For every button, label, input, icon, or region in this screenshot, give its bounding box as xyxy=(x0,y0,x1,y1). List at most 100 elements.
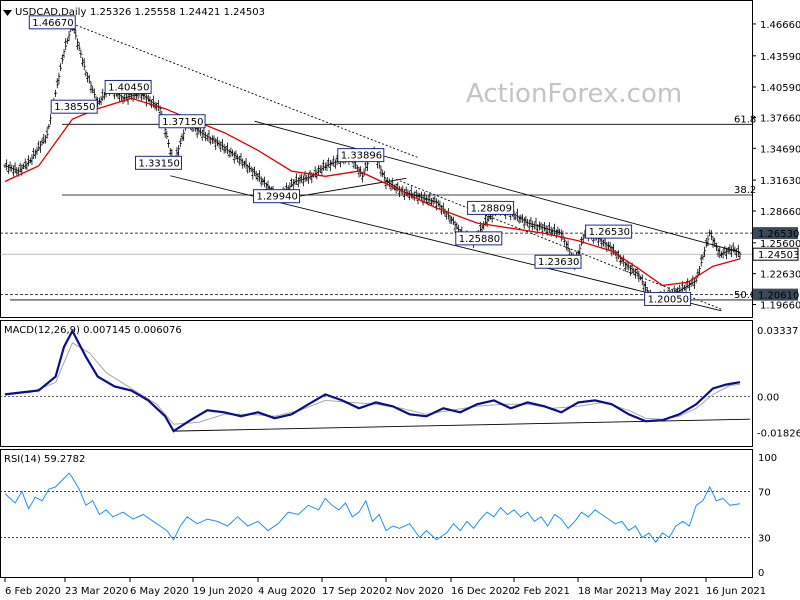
macd-plot xyxy=(0,328,752,433)
ohlc-bar xyxy=(686,278,690,289)
ohlc-bar xyxy=(517,215,521,224)
ohlc-bar xyxy=(45,127,49,139)
ohlc-bar xyxy=(601,239,605,247)
date-tick-label: 18 Mar 2021 xyxy=(578,586,641,597)
ohlc-bar xyxy=(450,216,454,225)
ohlc-bar xyxy=(33,149,37,159)
ohlc-bar xyxy=(167,139,171,148)
ohlc-bar xyxy=(723,245,727,255)
svg-text:1.33896: 1.33896 xyxy=(341,151,382,162)
ohlc-bar xyxy=(23,158,27,170)
ohlc-bar xyxy=(333,159,337,169)
ohlc-bar xyxy=(607,241,611,251)
chart-menu-icon[interactable] xyxy=(3,10,12,16)
svg-text:1.38550: 1.38550 xyxy=(54,102,95,113)
ohlc-bar xyxy=(30,154,34,166)
ohlc-bar xyxy=(60,54,64,64)
date-tick-label: 6 Feb 2020 xyxy=(5,586,61,597)
ohlc-bar xyxy=(706,235,710,247)
symbol-label: USDCAD,Daily xyxy=(15,7,86,18)
ohlc-bar xyxy=(3,163,7,169)
ohlc-bar xyxy=(62,49,66,58)
ohlc-bar xyxy=(542,221,546,232)
price-label: 1.33150 xyxy=(134,155,182,170)
rsi-tick-label: 0 xyxy=(758,568,764,579)
axis-tag: 1.24503 xyxy=(752,247,799,261)
price-label: 1.26530 xyxy=(585,224,633,239)
ohlc-bar xyxy=(451,216,455,226)
axis-tag: 1.20610 xyxy=(753,288,799,302)
ohlc-bar xyxy=(514,213,518,221)
ohlc-bar xyxy=(576,249,580,256)
ohlc-bar xyxy=(379,165,383,177)
ohlc-bar xyxy=(168,148,172,156)
ohlc-bar xyxy=(199,127,203,136)
ohlc-bar xyxy=(178,138,182,148)
ohlc-bar xyxy=(711,236,715,248)
ohlc-bar xyxy=(320,164,324,176)
date-tick-label: 23 Mar 2020 xyxy=(65,586,128,597)
ohlc-bar xyxy=(293,178,297,186)
ohlc-bar xyxy=(305,174,309,182)
ohlc-bar xyxy=(55,78,59,89)
price-tick-label: 1.28660 xyxy=(760,207,800,218)
svg-text:1.28809: 1.28809 xyxy=(471,203,512,214)
ohlc-bar xyxy=(414,189,418,199)
ohlc-bar xyxy=(623,261,627,272)
ohlc-readout: 1.25326 1.25558 1.24421 1.24503 xyxy=(90,7,265,18)
ohlc-bar xyxy=(512,210,516,220)
price-plot: 61.8 38.2 50.0 1.46670 1.40450 1.38550 1.37150… xyxy=(0,15,756,312)
ohlc-bar xyxy=(214,138,218,151)
price-label: 1.46670 xyxy=(28,15,76,30)
date-tick-label: 2 Nov 2020 xyxy=(386,586,444,597)
ohlc-bar xyxy=(313,166,317,178)
ohlc-bar xyxy=(67,30,71,42)
svg-text:1.24503: 1.24503 xyxy=(758,250,799,261)
ohlc-bar xyxy=(215,136,219,147)
ohlc-bar xyxy=(102,92,106,100)
ohlc-bar xyxy=(182,129,186,141)
ohlc-bar xyxy=(519,214,523,223)
rsi-plot xyxy=(0,472,752,543)
svg-text:1.37150: 1.37150 xyxy=(162,117,203,128)
ohlc-bar xyxy=(531,220,535,231)
ohlc-bar xyxy=(522,217,526,229)
date-tick-label: 4 Aug 2020 xyxy=(258,586,316,597)
price-label: 1.33896 xyxy=(337,148,385,163)
ohlc-bar xyxy=(10,164,14,172)
ohlc-bar xyxy=(200,129,204,141)
ohlc-bar xyxy=(684,282,688,294)
ohlc-bar xyxy=(232,151,236,164)
ohlc-bar xyxy=(548,222,552,234)
ohlc-bar xyxy=(632,268,636,276)
ohlc-bar xyxy=(515,208,519,221)
price-tick-label: 1.19660 xyxy=(760,301,800,312)
ohlc-bar xyxy=(254,170,258,180)
ohlc-bar xyxy=(64,38,68,51)
macd-tick-label: 0.00 xyxy=(757,392,779,403)
ohlc-bar xyxy=(234,150,238,160)
date-tick-label: 6 May 2020 xyxy=(130,586,189,597)
ohlc-bar xyxy=(566,240,570,252)
ohlc-bar xyxy=(532,222,536,230)
ohlc-bar xyxy=(327,157,331,168)
ohlc-bar xyxy=(222,143,226,154)
ohlc-bar xyxy=(82,58,86,71)
ohlc-bar xyxy=(74,29,78,40)
ohlc-bar xyxy=(239,153,243,165)
ohlc-bar xyxy=(54,89,58,98)
ohlc-bar xyxy=(431,197,435,206)
ohlc-bar xyxy=(81,57,85,67)
ohlc-bar xyxy=(5,159,9,171)
svg-text:1.23630: 1.23630 xyxy=(538,257,579,268)
svg-text:1.29940: 1.29940 xyxy=(256,192,297,203)
ohlc-bar xyxy=(563,237,567,246)
ohlc-bar xyxy=(175,147,179,158)
rsi-title: RSI(14) 59.2782 xyxy=(4,454,85,465)
ohlc-bar xyxy=(296,177,300,188)
ohlc-bar xyxy=(40,138,44,146)
macd-title: MACD(12,26,9) 0.007145 0.006076 xyxy=(4,325,182,336)
rsi-line xyxy=(4,472,741,543)
ohlc-bar xyxy=(236,154,240,163)
ohlc-bar xyxy=(79,49,83,59)
